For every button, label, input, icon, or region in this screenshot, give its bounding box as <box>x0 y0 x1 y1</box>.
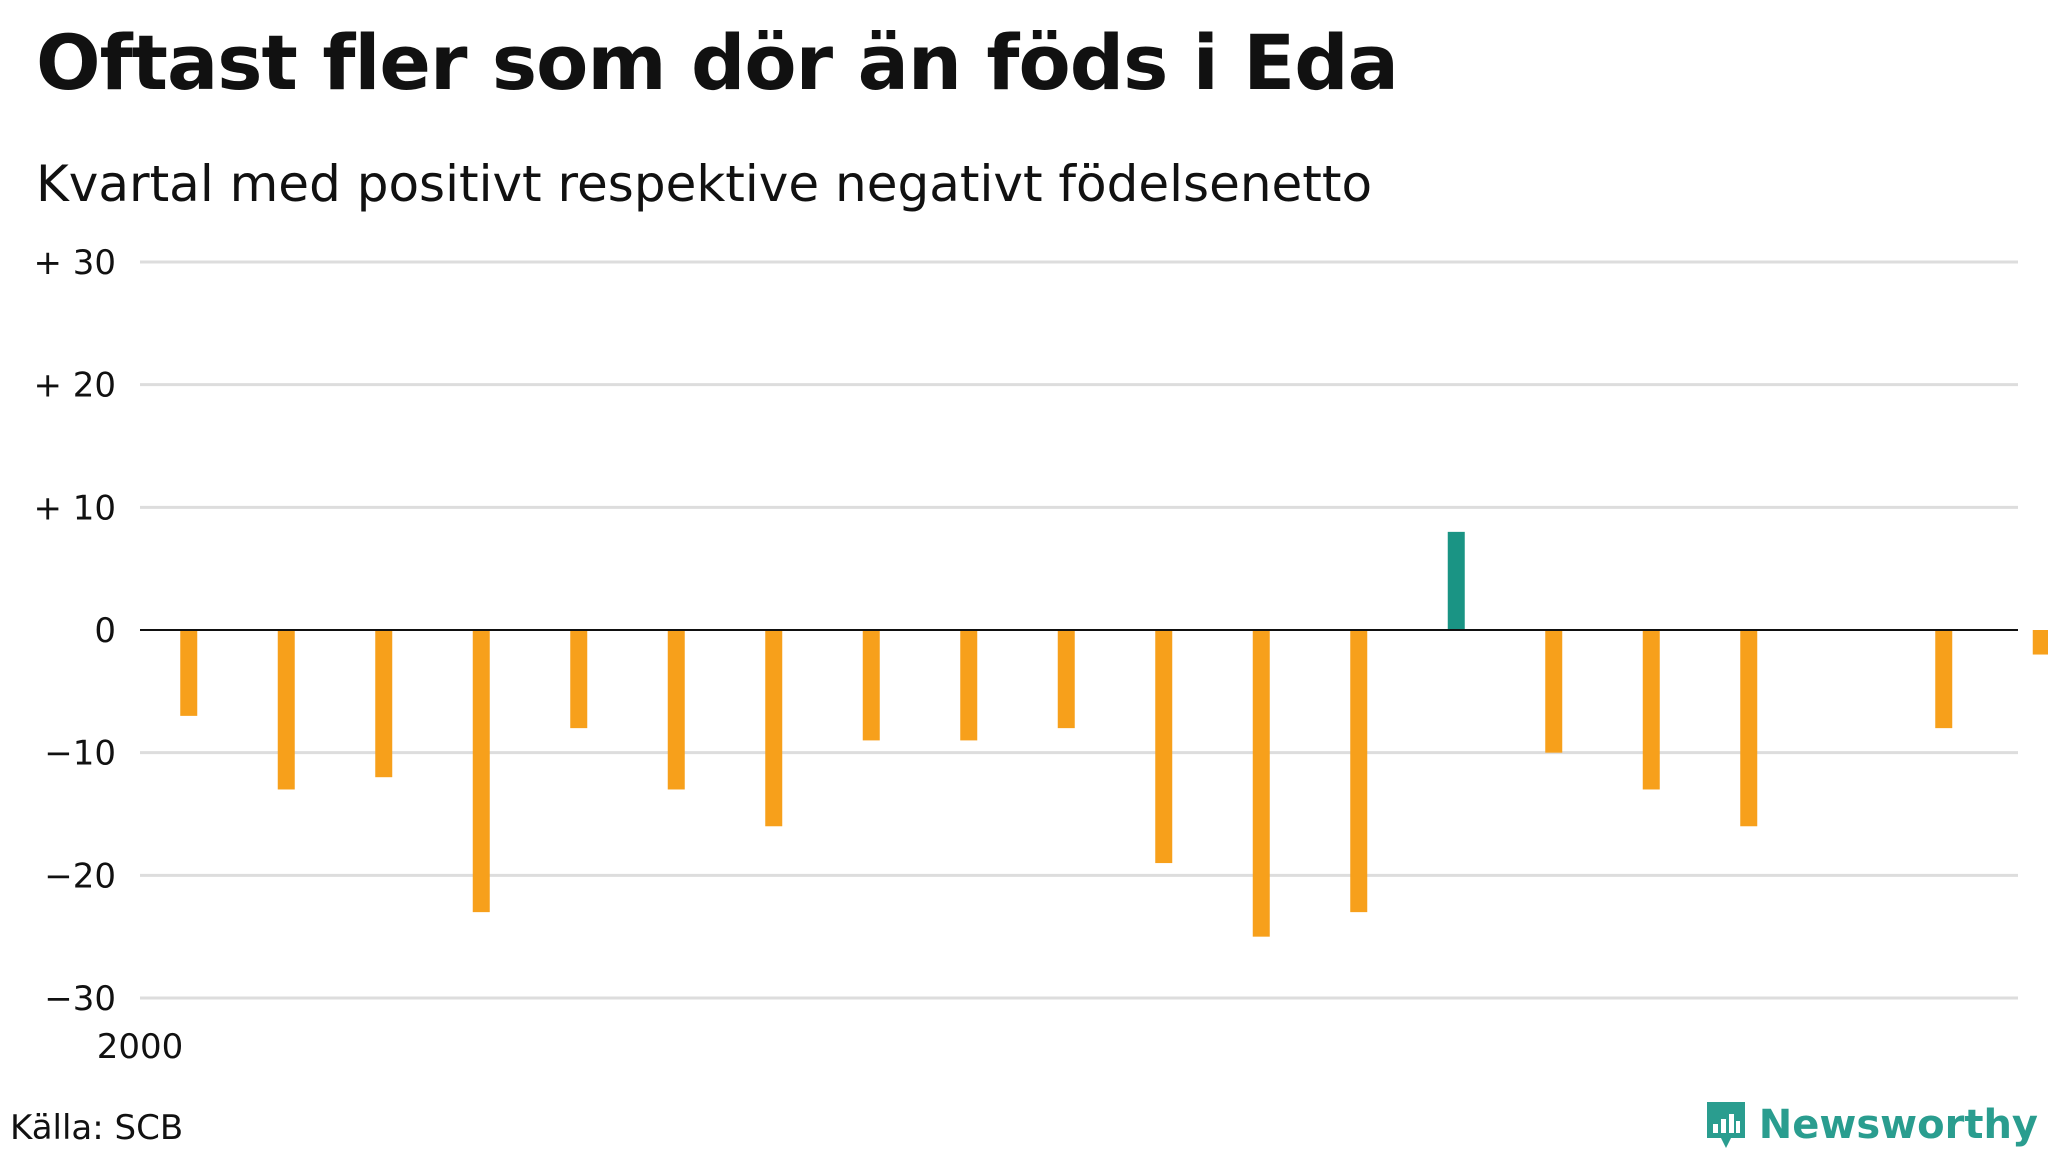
y-tick-label: −10 <box>44 734 116 774</box>
source-note: Källa: SCB <box>10 1108 184 1148</box>
bar-2000Q2 <box>277 630 295 790</box>
bar-2004Q1 <box>1740 630 1758 827</box>
chart-subtitle: Kvartal med positivt respektive negativt… <box>36 155 1373 213</box>
y-tick-label: + 30 <box>33 243 116 283</box>
newsworthy-logo-icon <box>1706 1102 1745 1148</box>
gridlines <box>140 260 2018 1000</box>
bar-2001Q2 <box>667 630 685 790</box>
bar-2002Q4 <box>1252 630 1270 937</box>
y-tick-label: + 20 <box>33 366 116 406</box>
brand-logo: Newsworthy <box>1703 1100 2038 1150</box>
y-tick-label: + 10 <box>33 488 116 528</box>
x-tick-label: 2005 <box>2047 1027 2048 1067</box>
bar-2001Q3 <box>765 630 783 827</box>
bar-2000Q4 <box>472 630 490 913</box>
bar-2002Q1 <box>960 630 978 741</box>
bars <box>180 531 2048 937</box>
y-tick-label: 0 <box>94 611 116 651</box>
bar-2000Q3 <box>375 630 393 778</box>
chart-title: Oftast fler som dör än föds i Eda <box>36 18 1399 107</box>
bar-2002Q2 <box>1057 630 1075 729</box>
x-axis-tick-labels: 20002005201020152020 <box>97 1027 2048 1067</box>
bar-2004Q3 <box>1935 630 1953 729</box>
x-tick-label: 2000 <box>97 1027 184 1067</box>
bar-2000Q1 <box>180 630 198 716</box>
bar-2001Q4 <box>862 630 880 741</box>
bar-2003Q1 <box>1350 630 1368 913</box>
y-tick-label: −30 <box>44 979 116 1019</box>
brand-name: Newsworthy <box>1758 1102 2038 1148</box>
bar-2002Q3 <box>1155 630 1173 864</box>
y-tick-label: −20 <box>44 856 116 896</box>
y-axis-tick-labels: + 30 + 20 + 10 0 −10 −20 −30 <box>33 243 116 1019</box>
bar-2003Q2 <box>1447 531 1465 630</box>
bar-2003Q4 <box>1642 630 1660 790</box>
bar-2004Q4 <box>2032 630 2048 655</box>
bar-2001Q1 <box>570 630 588 729</box>
bar-2003Q3 <box>1545 630 1563 753</box>
